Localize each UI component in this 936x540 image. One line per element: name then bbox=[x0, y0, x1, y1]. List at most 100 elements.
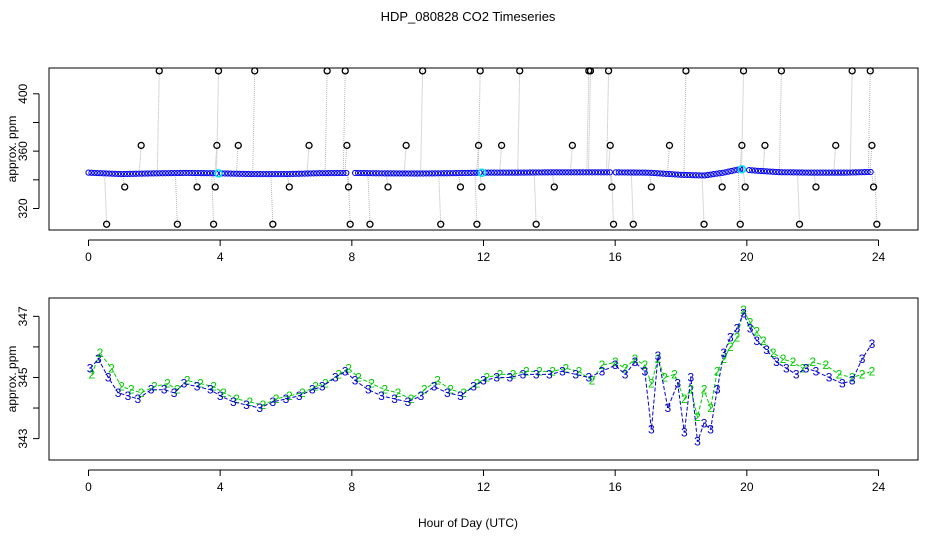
series-3-point: 3 bbox=[641, 364, 648, 378]
spike-connector bbox=[778, 70, 782, 173]
spike-point bbox=[682, 67, 690, 75]
baseline-point bbox=[814, 169, 821, 176]
series-3-point: 3 bbox=[230, 395, 237, 409]
series-2-point: 2 bbox=[151, 380, 158, 394]
series-2-point: 2 bbox=[688, 383, 695, 397]
series-2-point: 2 bbox=[497, 367, 504, 381]
panel2-y-tick-label: 345 bbox=[16, 367, 30, 387]
spike-connector bbox=[403, 145, 407, 174]
baseline-point bbox=[698, 172, 705, 179]
series-3-point: 3 bbox=[763, 343, 770, 357]
baseline-point bbox=[600, 169, 608, 176]
series-2-point: 2 bbox=[286, 389, 293, 403]
baseline-point bbox=[292, 170, 299, 177]
baseline-point bbox=[458, 169, 465, 177]
baseline-point bbox=[429, 170, 436, 177]
baseline-point bbox=[138, 170, 145, 177]
series-3-point: 3 bbox=[309, 383, 316, 397]
spike-connector bbox=[324, 70, 328, 174]
series-2-point: 2 bbox=[335, 367, 342, 381]
spike-point bbox=[647, 183, 656, 191]
baseline-point bbox=[568, 169, 575, 176]
series-3-point: 3 bbox=[826, 370, 833, 384]
spike-connector bbox=[666, 145, 670, 175]
series-2-point: 2 bbox=[562, 361, 569, 375]
series-2-point: 2 bbox=[220, 386, 227, 400]
baseline-point bbox=[503, 169, 510, 176]
series-3-point: 3 bbox=[352, 374, 359, 388]
baseline-point bbox=[363, 170, 371, 177]
baseline-point bbox=[589, 169, 596, 176]
panel2-x-axis: 0 4 8 12 16 20 24 bbox=[85, 469, 885, 494]
baseline-point bbox=[263, 170, 270, 178]
baseline-point bbox=[494, 169, 501, 176]
series-2-point: 2 bbox=[395, 386, 402, 400]
baseline-point bbox=[150, 170, 157, 177]
baseline-point bbox=[849, 169, 856, 176]
baseline-point bbox=[357, 169, 365, 177]
panel2-x-tick-label: 8 bbox=[348, 480, 355, 494]
series-3-point: 3 bbox=[803, 361, 810, 375]
series-3-point: 3 bbox=[674, 377, 681, 391]
baseline-point bbox=[464, 169, 471, 177]
series-2-point: 2 bbox=[809, 355, 816, 369]
baseline-point bbox=[725, 168, 732, 175]
baseline-point bbox=[541, 169, 548, 176]
series-2-point: 2 bbox=[184, 374, 191, 388]
baseline-point bbox=[162, 170, 169, 177]
baseline-point bbox=[156, 170, 163, 177]
series-2-point: 2 bbox=[641, 358, 648, 372]
baseline-point bbox=[707, 171, 714, 178]
spike-point bbox=[665, 141, 674, 150]
baseline-point bbox=[695, 172, 702, 179]
baseline-point bbox=[843, 169, 851, 176]
spike-point bbox=[323, 67, 331, 75]
spike-connector bbox=[138, 145, 142, 174]
series-2-point: 2 bbox=[233, 392, 240, 406]
panel1-x-tick-label: 16 bbox=[608, 250, 622, 264]
series-3-point: 3 bbox=[701, 416, 708, 430]
spike-point bbox=[384, 183, 392, 191]
series-2-point: 2 bbox=[694, 410, 701, 424]
series-2-point: 2 bbox=[246, 395, 253, 409]
spike-point bbox=[473, 220, 481, 228]
spike-point bbox=[213, 141, 221, 150]
baseline-point bbox=[663, 170, 670, 177]
baseline-point bbox=[319, 170, 326, 177]
baseline-point bbox=[683, 171, 691, 179]
spike-point bbox=[609, 220, 618, 228]
baseline-point bbox=[446, 170, 454, 177]
panel2-x-tick-label: 20 bbox=[740, 480, 754, 494]
baseline-point bbox=[417, 170, 424, 177]
baseline-point bbox=[254, 170, 261, 178]
panel1-y-tick-label: 320 bbox=[16, 198, 30, 218]
panel2-y-tick-label: 343 bbox=[16, 428, 30, 448]
series-2-point: 2 bbox=[128, 383, 135, 397]
baseline-point bbox=[396, 170, 403, 177]
baseline-point bbox=[266, 170, 273, 178]
series-3-point: 3 bbox=[849, 374, 856, 388]
baseline-point bbox=[666, 170, 673, 178]
series-3-point: 3 bbox=[148, 383, 155, 397]
baseline-point bbox=[532, 169, 539, 176]
baseline-point bbox=[731, 167, 738, 174]
baseline-point bbox=[550, 169, 557, 176]
series-2-point: 2 bbox=[138, 386, 145, 400]
series-3-point: 3 bbox=[217, 389, 224, 403]
baseline-point bbox=[636, 169, 643, 176]
baseline-point bbox=[823, 169, 830, 176]
series-3-point: 3 bbox=[648, 422, 655, 436]
baseline-point bbox=[245, 170, 252, 178]
series-2-point: 2 bbox=[355, 370, 362, 384]
baseline-point bbox=[117, 170, 125, 178]
baseline-point bbox=[186, 169, 193, 177]
spike-connector bbox=[367, 173, 371, 225]
baseline-point bbox=[269, 170, 276, 178]
spike-connector bbox=[342, 70, 346, 174]
spike-point bbox=[550, 183, 558, 191]
spike-point bbox=[137, 141, 145, 150]
baseline-point bbox=[399, 170, 406, 177]
baseline-point bbox=[109, 170, 116, 177]
baseline-point bbox=[651, 169, 658, 177]
baseline-point bbox=[506, 169, 513, 176]
